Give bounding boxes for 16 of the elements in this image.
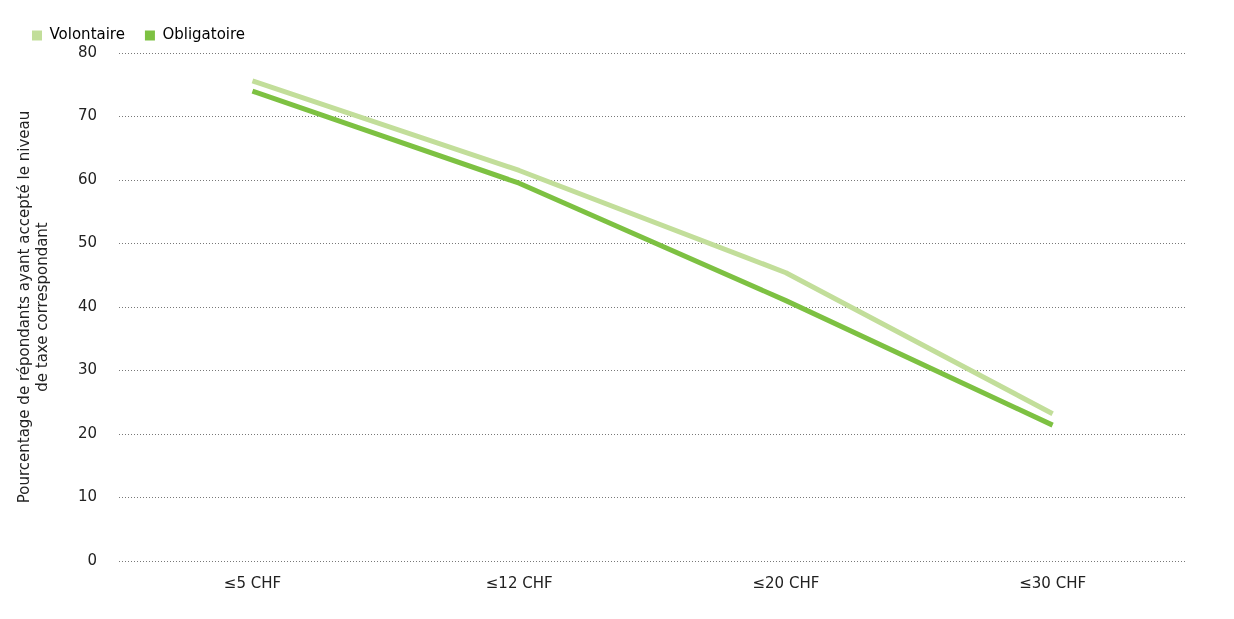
legend-label: Volontaire [49, 25, 125, 44]
y-tick-label: 0 [87, 550, 98, 569]
legend-label: Obligatoire [162, 25, 246, 44]
y-tick-label: 30 [77, 360, 98, 379]
y-tick-label: 10 [77, 487, 98, 506]
x-tick-label: ≤20 CHF [752, 573, 820, 592]
y-tick-label: 50 [77, 233, 98, 252]
y-tick-label: 80 [77, 42, 98, 61]
y-tick-label: 60 [77, 169, 98, 188]
y-tick-label: 40 [77, 296, 98, 315]
y-tick-label: 70 [77, 106, 98, 125]
x-tick-label: ≤12 CHF [485, 573, 553, 592]
y-tick-label: 20 [77, 423, 98, 442]
y-axis-title: Pourcentage de répondants ayant accepté le niveau de taxe correspondant [14, 110, 51, 504]
x-tick-label: ≤5 CHF [223, 573, 282, 592]
x-tick-label: ≤30 CHF [1019, 573, 1087, 592]
